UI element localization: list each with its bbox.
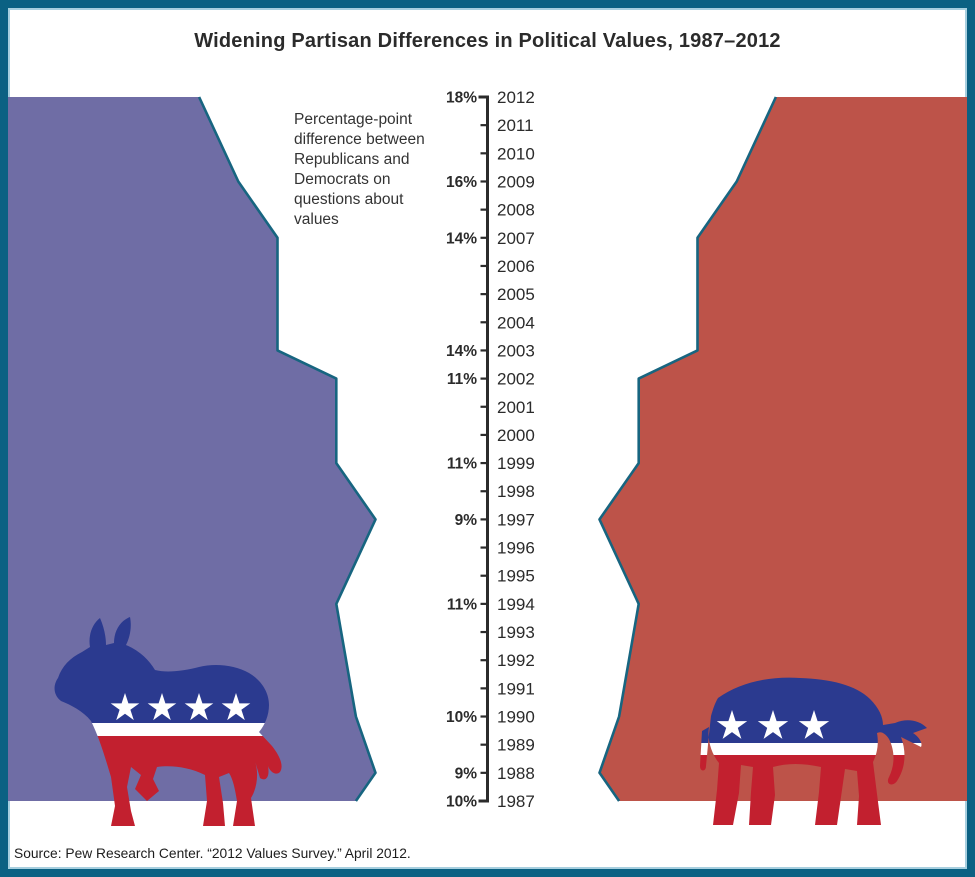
star-icon (184, 693, 214, 721)
star-icon (221, 693, 251, 721)
year-label: 2008 (497, 201, 535, 220)
year-label: 1996 (497, 539, 535, 558)
pct-label: 10% (446, 709, 477, 726)
year-label: 2009 (497, 172, 535, 191)
year-label: 1992 (497, 651, 535, 670)
year-label: 2012 (497, 88, 535, 107)
year-axis: 2012 2011 2010 2009 2008 2007 2006 2005 2004 2003… (446, 88, 535, 811)
annotation-text: Percentage-point difference between Repu… (294, 111, 425, 228)
pct-label: 9% (455, 512, 478, 529)
source-note: Source: Pew Research Center. “2012 Value… (14, 846, 411, 861)
elephant-stars (716, 710, 830, 739)
pct-label: 11% (447, 456, 477, 473)
year-label: 2007 (497, 229, 535, 248)
democrat-area-edge (197, 96, 377, 802)
year-label: 1997 (497, 510, 535, 529)
year-label: 1999 (497, 454, 535, 473)
year-label: 2003 (497, 341, 535, 360)
pct-label: 11% (447, 371, 477, 388)
pct-label: 11% (447, 596, 477, 613)
year-label: 1988 (497, 764, 535, 783)
year-label: 2010 (497, 144, 535, 163)
year-label: 1987 (497, 792, 535, 811)
republican-area-edge (598, 96, 778, 802)
year-label: 1998 (497, 482, 535, 501)
year-label: 1995 (497, 567, 535, 586)
year-label: 1993 (497, 623, 535, 642)
year-label: 2000 (497, 426, 535, 445)
star-icon (757, 710, 789, 739)
chart-title: Widening Partisan Differences in Politic… (194, 30, 781, 52)
year-label: 2002 (497, 370, 535, 389)
year-label: 1991 (497, 679, 535, 698)
star-icon (147, 693, 177, 721)
star-icon (798, 710, 830, 739)
pct-label: 14% (446, 343, 477, 360)
year-label: 2001 (497, 398, 535, 417)
year-label: 2005 (497, 285, 535, 304)
star-icon (110, 693, 140, 721)
republican-area (599, 97, 967, 801)
pct-label: 9% (455, 765, 478, 782)
pct-label: 18% (446, 90, 477, 107)
year-label: 2006 (497, 257, 535, 276)
pct-label: 14% (446, 230, 477, 247)
year-label: 2004 (497, 313, 535, 332)
year-label: 2011 (497, 116, 534, 135)
donkey-white-stripe (54, 723, 282, 736)
elephant-white-stripe (700, 743, 927, 755)
donkey-stars (110, 693, 251, 721)
year-label: 1989 (497, 736, 535, 755)
pct-label: 16% (446, 174, 477, 191)
pct-label: 10% (446, 794, 477, 811)
year-label: 1990 (497, 708, 535, 727)
star-icon (716, 710, 748, 739)
year-label: 1994 (497, 595, 535, 614)
